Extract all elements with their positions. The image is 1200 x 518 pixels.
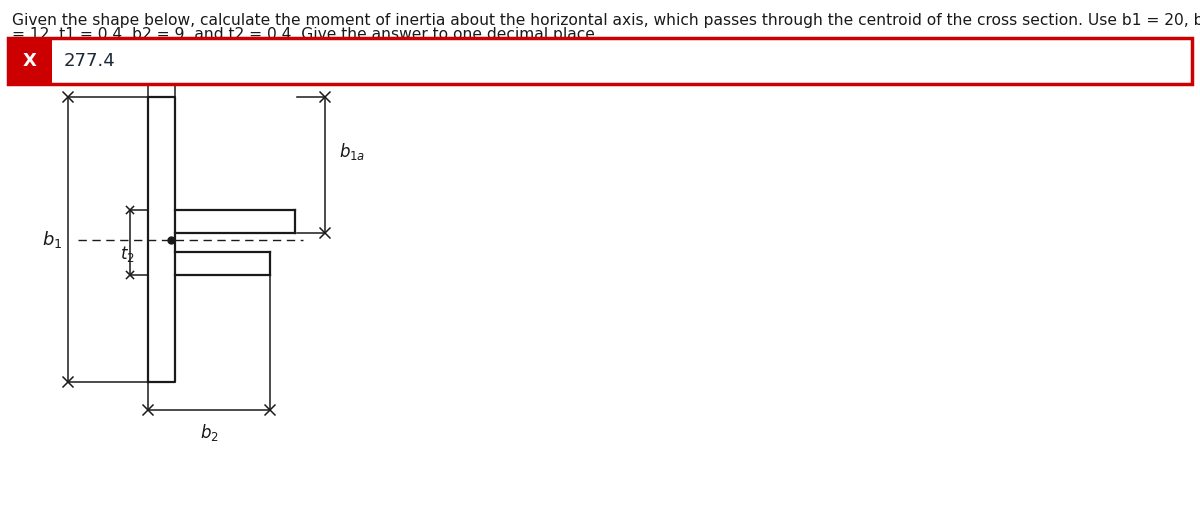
Bar — [8, 38, 52, 84]
Text: 277.4: 277.4 — [64, 52, 115, 70]
Bar — [8, 38, 1192, 84]
Text: $b_2$: $b_2$ — [199, 422, 218, 443]
Text: Given the shape below, calculate the moment of inertia about the horizontal axis: Given the shape below, calculate the mom… — [12, 13, 1200, 28]
Text: $b_{1a}$: $b_{1a}$ — [340, 140, 365, 162]
Text: = 12, t1 = 0.4, b2 = 9, and t2 = 0.4. Give the answer to one decimal place.: = 12, t1 = 0.4, b2 = 9, and t2 = 0.4. Gi… — [12, 27, 600, 42]
Text: $t_2$: $t_2$ — [120, 244, 134, 265]
Text: X: X — [23, 52, 37, 70]
Text: $b_1$: $b_1$ — [42, 229, 62, 250]
Text: $t_1$: $t_1$ — [182, 51, 198, 71]
